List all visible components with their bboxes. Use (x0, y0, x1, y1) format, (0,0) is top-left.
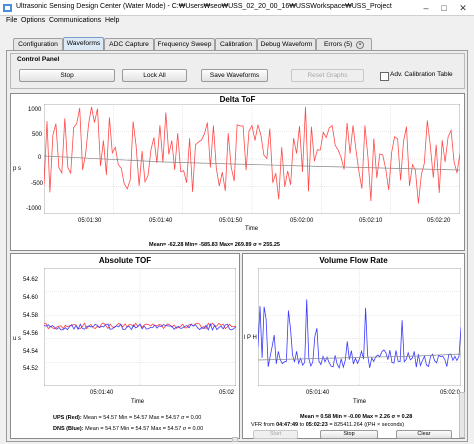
tab-debug-waveform[interactable]: Debug Waveform (257, 38, 316, 50)
adv-calibration-checkbox[interactable] (380, 72, 389, 81)
maximize-icon[interactable]: □ (441, 3, 447, 13)
menu-bar: File Options Communications Help (0, 16, 474, 27)
vfr-x-tick: 05:01:40 (306, 390, 330, 396)
vfr-x-tick: 05:02:0 (440, 390, 461, 396)
delta-tof-y-tick: 0 (38, 155, 42, 161)
tab-adc-capture[interactable]: ADC Capture (104, 38, 154, 50)
absolute-tof-y-tick: 54.58 (23, 313, 39, 319)
vfr-series (258, 299, 461, 370)
adv-calibration-label: Adv. Calibration Table (390, 71, 453, 78)
absolute-tof-plot (44, 268, 236, 386)
tab-configuration[interactable]: Configuration (13, 38, 63, 50)
vfr-clear-button[interactable]: Clear (396, 430, 452, 439)
volume-flow-rate-title: Volume Flow Rate (319, 256, 388, 265)
vfr-range-prefix: VFR from (251, 422, 275, 428)
vfr-y-unit: l P H (244, 335, 257, 341)
volume-flow-rate-plot (258, 268, 461, 386)
ups-values: Mean = 54.57 Min = 54.57 Max = 54.57 σ =… (83, 415, 202, 421)
tab-errors-label: Errors (5) (323, 41, 353, 48)
absolute-tof-y-tick: 54.56 (23, 331, 39, 337)
delta-tof-stats: Mean= -62.28 Min= -585.83 Max= 269.89 σ … (149, 242, 280, 248)
tab-waveforms[interactable]: Waveforms (63, 37, 104, 50)
delta-tof-x-tick: 05:01:40 (149, 218, 173, 224)
reset-graphs-button: Reset Graphs (291, 69, 364, 82)
delta-tof-x-tick: 05:02:20 (427, 218, 451, 224)
stop-button[interactable]: Stop (19, 69, 115, 82)
delta-tof-x-tick: 05:01:30 (78, 218, 102, 224)
delta-tof-x-tick: 05:02:10 (359, 218, 383, 224)
scrollbar[interactable] (232, 437, 238, 442)
vfr-average (258, 353, 461, 361)
delta-tof-y-tick: -1000 (26, 206, 42, 212)
menu-communications[interactable]: Communications (49, 17, 102, 24)
delta-tof-y-tick: 500 (32, 132, 43, 138)
vfr-range-to: 05:02:23 (305, 422, 328, 428)
delta-tof-plot (44, 104, 460, 214)
delta-tof-y-unit: p s (13, 166, 22, 172)
absolute-tof-title: Absolute TOF (98, 256, 152, 265)
dns-label: DNS (Blue): (53, 426, 84, 432)
vfr-range-suffix: = 825411.264 ((PH × seconds) (329, 422, 405, 428)
absolute-tof-x-tick: 05:02 (219, 390, 235, 396)
delta-tof-y-tick: -500 (31, 181, 44, 187)
delta-tof-average (44, 155, 460, 171)
delta-tof-title: Delta ToF (219, 95, 256, 104)
scrollbar[interactable] (459, 392, 465, 438)
control-panel: Control Panel (10, 53, 465, 89)
vfr-range: VFR from 04:47:49 to 05:02:23 = 825411.2… (251, 422, 404, 428)
ups-label: UPS (Red): (53, 415, 82, 421)
vfr-start-button: Start (253, 430, 298, 439)
absolute-tof-x-label: Time (131, 399, 145, 405)
absolute-tof-y-tick: 54.62 (23, 277, 39, 283)
tab-errors[interactable]: Errors (5) × (316, 38, 372, 50)
delta-tof-series (44, 106, 460, 204)
lock-all-button[interactable]: Lock All (122, 69, 187, 82)
vfr-x-label: Time (353, 399, 367, 405)
vfr-range-to-label: to (299, 422, 305, 428)
delta-tof-x-tick: 05:01:50 (219, 218, 243, 224)
title-bar: Ultrasonic Sensing Design Center (Water … (0, 0, 474, 16)
close-icon[interactable]: ✕ (459, 3, 467, 13)
menu-help[interactable]: Help (105, 17, 120, 24)
save-waveforms-button[interactable]: Save Waveforms (201, 69, 268, 82)
ups-stats: UPS (Red): Mean = 54.57 Min = 54.57 Max … (53, 415, 201, 421)
absolute-tof-x-tick: 05:01:40 (90, 390, 114, 396)
tab-frequency-sweep[interactable]: Frequency Sweep (154, 38, 215, 50)
vfr-stats: Mean = 0.58 Min = -0.00 Max = 2.26 σ = 0… (300, 414, 413, 420)
close-icon[interactable]: × (356, 41, 365, 49)
delta-tof-y-tick: 1000 (28, 107, 42, 113)
absolute-tof-y-tick: 54.60 (23, 295, 39, 301)
absolute-tof-y-tick: 54.54 (23, 349, 39, 355)
vfr-range-from: 04:47:49 (276, 422, 299, 428)
control-panel-title: Control Panel (17, 56, 60, 63)
vfr-stop-button[interactable]: Stop (320, 430, 378, 439)
window-title: Ultrasonic Sensing Design Center (Water … (16, 3, 392, 10)
delta-tof-x-tick: 05:02:00 (290, 218, 314, 224)
minimize-icon[interactable]: – (423, 3, 429, 13)
delta-tof-x-label: Time (245, 226, 259, 232)
dns-stats: DNS (Blue): Mean = 54.57 Min = 54.57 Max… (53, 426, 203, 432)
dns-series (44, 322, 236, 331)
app-icon (3, 4, 12, 12)
absolute-tof-y-tick: 54.52 (23, 366, 39, 372)
tab-calibration[interactable]: Calibration (215, 38, 257, 50)
dns-values: Mean = 54.57 Min = 54.57 Max = 54.57 σ =… (85, 426, 204, 432)
menu-file[interactable]: File (6, 17, 18, 24)
menu-options[interactable]: Options (21, 17, 46, 24)
absolute-tof-y-unit: u s (13, 336, 22, 342)
